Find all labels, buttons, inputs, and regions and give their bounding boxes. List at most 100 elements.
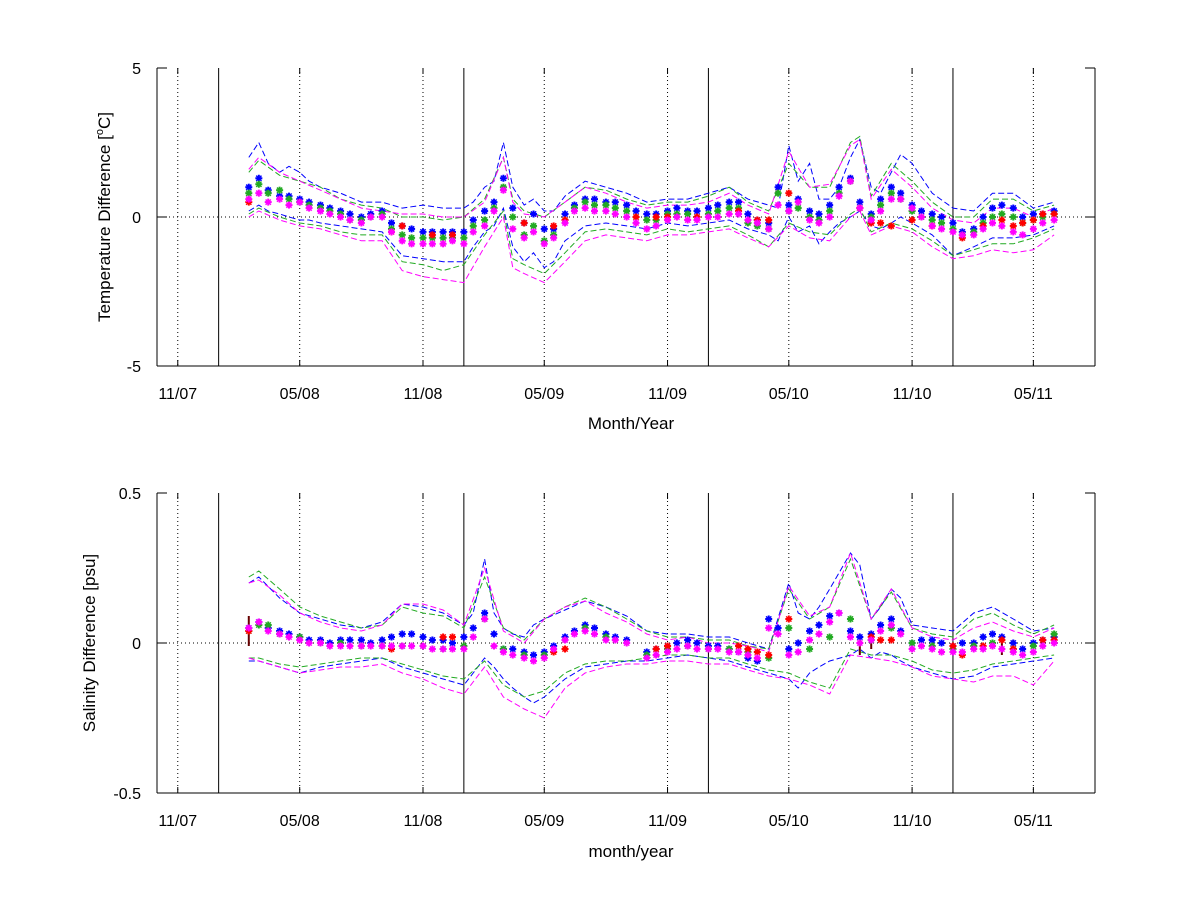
magenta-data-point bbox=[794, 648, 802, 656]
red-data-point bbox=[949, 642, 957, 650]
blue-data-point bbox=[439, 228, 447, 236]
magenta-data-point bbox=[561, 219, 569, 227]
blue-data-point bbox=[846, 627, 854, 635]
magenta-data-point bbox=[276, 195, 284, 203]
magenta-data-point bbox=[846, 177, 854, 185]
blue-data-point bbox=[499, 174, 507, 182]
blue-data-point bbox=[774, 624, 782, 632]
magenta-data-point bbox=[998, 645, 1006, 653]
blue-data-point bbox=[419, 633, 427, 641]
magenta-data-point bbox=[765, 624, 773, 632]
magenta-data-point bbox=[867, 216, 875, 224]
magenta-data-point bbox=[785, 207, 793, 215]
y-tick-label: 0 bbox=[132, 210, 141, 227]
magenta-data-point bbox=[643, 225, 651, 233]
green-data-point bbox=[988, 213, 996, 221]
magenta-data-point bbox=[378, 642, 386, 650]
magenta-data-point bbox=[285, 201, 293, 209]
red-data-point bbox=[664, 642, 672, 650]
y-axis-label-main: Temperature Difference [ bbox=[95, 135, 114, 322]
magenta-data-point bbox=[774, 201, 782, 209]
green-data-point bbox=[684, 210, 692, 218]
magenta-data-point bbox=[826, 618, 834, 626]
magenta-data-point bbox=[326, 642, 334, 650]
red-data-point bbox=[428, 231, 436, 239]
green-data-point bbox=[887, 189, 895, 197]
magenta-data-point bbox=[908, 645, 916, 653]
green-data-point bbox=[877, 201, 885, 209]
magenta-data-point bbox=[815, 630, 823, 638]
magenta-data-point bbox=[448, 237, 456, 245]
blue-data-point bbox=[998, 201, 1006, 209]
x-tick-label: 05/09 bbox=[524, 813, 564, 830]
magenta-data-point bbox=[815, 219, 823, 227]
magenta-data-point bbox=[785, 651, 793, 659]
magenta-data-point bbox=[774, 630, 782, 638]
blue-data-point bbox=[958, 639, 966, 647]
magenta-data-point bbox=[714, 213, 722, 221]
x-axis-label: month/year bbox=[588, 842, 673, 861]
magenta-data-point bbox=[867, 636, 875, 644]
blue-data-point bbox=[744, 210, 752, 218]
magenta-data-point bbox=[550, 234, 558, 242]
blue-data-point bbox=[877, 621, 885, 629]
magenta-data-point bbox=[264, 627, 272, 635]
blue-data-point bbox=[509, 204, 517, 212]
blue-data-point bbox=[785, 201, 793, 209]
magenta-data-point bbox=[570, 630, 578, 638]
blue-data-point bbox=[388, 219, 395, 227]
red-data-point bbox=[1019, 219, 1027, 227]
magenta-data-point bbox=[509, 225, 517, 233]
blue-data-point bbox=[643, 210, 651, 218]
blue-data-point bbox=[897, 189, 905, 197]
red-data-point bbox=[448, 231, 456, 239]
salinity-panel: 11/07 05/08 11/08 05/09 11/09 05/10 11/10 05/11… bbox=[80, 486, 1096, 861]
magenta-data-point bbox=[979, 645, 987, 653]
blue-data-point bbox=[774, 183, 782, 191]
blue-data-point bbox=[245, 183, 253, 191]
red-data-point bbox=[550, 222, 558, 230]
magenta-data-point bbox=[835, 609, 843, 617]
magenta-data-point bbox=[481, 222, 489, 230]
magenta-data-point bbox=[970, 645, 978, 653]
magenta-data-point bbox=[673, 213, 681, 221]
blue-data-point bbox=[785, 645, 793, 653]
green-data-point bbox=[928, 216, 936, 224]
magenta-data-point bbox=[652, 651, 660, 659]
magenta-data-point bbox=[530, 228, 538, 236]
blue-data-point bbox=[725, 198, 733, 206]
green-data-point bbox=[1050, 630, 1058, 638]
blue-data-point bbox=[346, 210, 354, 218]
magenta-data-point bbox=[693, 216, 701, 224]
magenta-data-point bbox=[611, 636, 619, 644]
blue-data-point bbox=[917, 636, 925, 644]
blue-data-point bbox=[815, 621, 823, 629]
blue-data-point bbox=[398, 630, 406, 638]
magenta-data-point bbox=[643, 654, 651, 662]
blue-data-point bbox=[460, 633, 468, 641]
magenta-data-point bbox=[856, 204, 864, 212]
y-tick-label: 0 bbox=[132, 636, 141, 653]
x-tick-label: 11/10 bbox=[893, 386, 932, 403]
blue-data-point bbox=[1019, 645, 1027, 653]
blue-data-point bbox=[806, 207, 814, 215]
green-data-point bbox=[643, 216, 651, 224]
green-data-point bbox=[481, 216, 489, 224]
blue-data-point bbox=[949, 219, 957, 227]
x-tick-label: 11/08 bbox=[404, 386, 443, 403]
red-data-point bbox=[765, 216, 773, 224]
blue-data-point bbox=[928, 210, 936, 218]
blue-data-point bbox=[591, 195, 599, 203]
green-envelope-upper bbox=[248, 135, 1055, 221]
magenta-data-point bbox=[378, 213, 386, 221]
magenta-data-point bbox=[1029, 225, 1037, 233]
blue-data-point bbox=[428, 636, 436, 644]
magenta-data-point bbox=[448, 645, 456, 653]
magenta-data-point bbox=[469, 633, 477, 641]
green-data-point bbox=[998, 210, 1006, 218]
magenta-data-point bbox=[704, 645, 712, 653]
blue-data-point bbox=[877, 195, 885, 203]
magenta-data-point bbox=[794, 198, 802, 206]
magenta-envelope-lower bbox=[248, 210, 1055, 284]
